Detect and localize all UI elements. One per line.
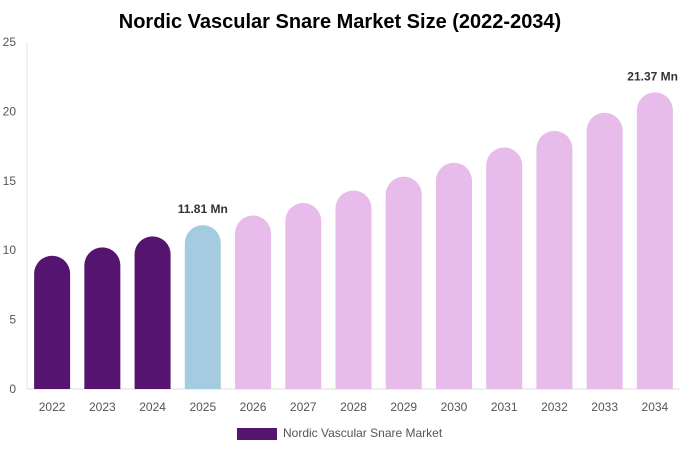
- y-tick-label: 20: [3, 104, 17, 118]
- data-labels: 11.81 Mn 21.37 Mn: [178, 69, 678, 216]
- data-label-2025: 11.81 Mn: [178, 202, 228, 216]
- bar-2028[interactable]: [335, 190, 372, 389]
- x-tick-label: 2026: [240, 400, 267, 414]
- x-axis-ticks: 2022 2023 2024 2025 2026 2027 2028 2029 2030 2031…: [39, 400, 669, 414]
- bar-2024[interactable]: [134, 236, 171, 389]
- bar-2031[interactable]: [486, 147, 523, 389]
- bar-2033[interactable]: [586, 112, 623, 389]
- y-tick-label: 10: [3, 243, 17, 257]
- y-axis-ticks: 0 5 10 15 20 25: [3, 35, 17, 396]
- bar-2022[interactable]: [34, 255, 71, 389]
- bar-2032[interactable]: [536, 130, 573, 389]
- y-tick-label: 25: [3, 35, 17, 49]
- y-tick-label: 0: [9, 382, 16, 396]
- bar-2034[interactable]: [636, 92, 673, 389]
- y-tick-label: 15: [3, 174, 17, 188]
- x-tick-label: 2027: [290, 400, 317, 414]
- legend-label: Nordic Vascular Snare Market: [283, 426, 443, 440]
- x-tick-label: 2028: [340, 400, 367, 414]
- bar-2029[interactable]: [385, 176, 422, 389]
- data-label-2034: 21.37 Mn: [627, 69, 678, 83]
- x-tick-label: 2032: [541, 400, 568, 414]
- y-tick-label: 5: [9, 313, 16, 327]
- bar-2027[interactable]: [285, 203, 322, 389]
- x-tick-label: 2029: [390, 400, 417, 414]
- x-tick-label: 2033: [591, 400, 618, 414]
- x-tick-label: 2034: [642, 400, 669, 414]
- bar-2023[interactable]: [84, 247, 121, 389]
- x-tick-label: 2023: [89, 400, 116, 414]
- chart-title: Nordic Vascular Snare Market Size (2022-…: [119, 11, 561, 33]
- x-tick-label: 2025: [189, 400, 216, 414]
- bar-2026[interactable]: [235, 215, 272, 389]
- bar-2025[interactable]: [184, 225, 221, 389]
- legend-swatch: [237, 428, 277, 440]
- legend[interactable]: Nordic Vascular Snare Market: [237, 426, 443, 440]
- x-tick-label: 2024: [139, 400, 166, 414]
- x-tick-label: 2022: [39, 400, 66, 414]
- bar-2030[interactable]: [435, 162, 472, 389]
- x-tick-label: 2030: [441, 400, 468, 414]
- bar-series: [34, 92, 673, 389]
- x-tick-label: 2031: [491, 400, 518, 414]
